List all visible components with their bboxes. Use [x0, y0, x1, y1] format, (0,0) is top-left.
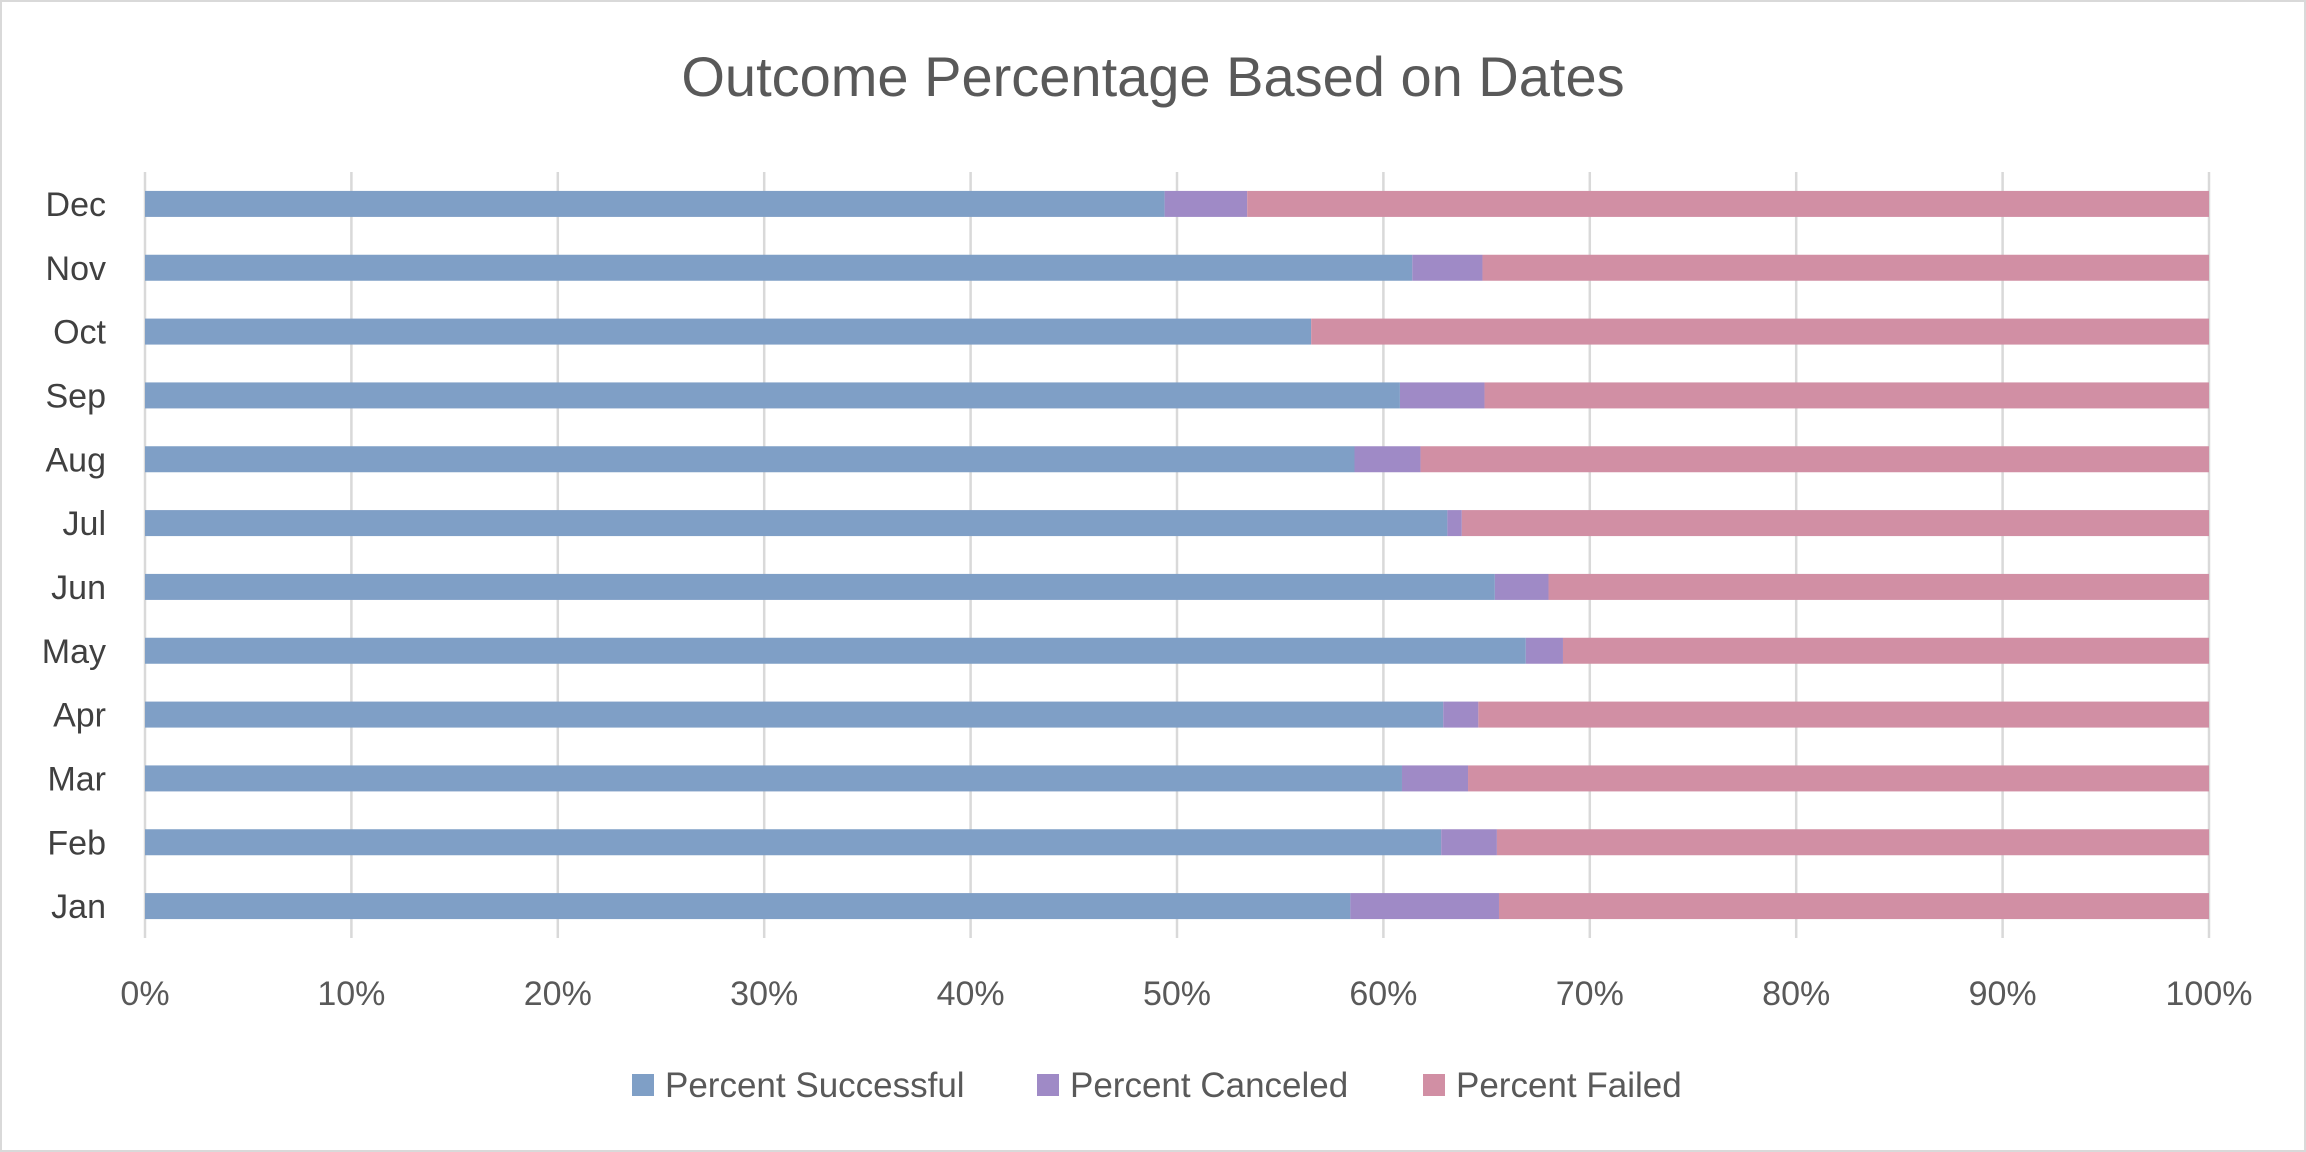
- category-label: Jun: [51, 569, 106, 607]
- bar-segment-aug-series-1: [1354, 446, 1421, 473]
- category-label: Jan: [51, 888, 106, 926]
- bar-segment-feb-series-1: [1441, 829, 1497, 856]
- category-label: Nov: [46, 250, 106, 288]
- category-label: Apr: [53, 697, 106, 735]
- legend-swatch: [1423, 1074, 1445, 1096]
- category-label: Dec: [46, 186, 106, 224]
- bar-segment-mar-series-2: [1468, 765, 2209, 792]
- category-label: Jul: [63, 505, 106, 543]
- category-label: Feb: [47, 824, 106, 862]
- bar-segment-jan-series-2: [1498, 893, 2209, 920]
- bar-segment-dec-series-2: [1247, 190, 2209, 217]
- category-label: May: [42, 633, 106, 671]
- legend-swatch: [632, 1074, 654, 1096]
- bar-segment-nov-series-0: [145, 254, 1413, 281]
- bar-segment-aug-series-2: [1420, 446, 2209, 473]
- bar-segment-apr-series-0: [145, 701, 1444, 728]
- category-label: Oct: [53, 314, 106, 352]
- x-tick-label: 30%: [730, 975, 798, 1013]
- category-label: Sep: [46, 377, 107, 415]
- bar-segment-sep-series-2: [1484, 382, 2209, 409]
- bar-segment-feb-series-2: [1496, 829, 2209, 856]
- bar-segment-sep-series-0: [145, 382, 1400, 409]
- bar-segment-nov-series-2: [1482, 254, 2209, 281]
- bar-segment-dec-series-0: [145, 190, 1165, 217]
- bar-segment-jul-series-2: [1461, 510, 2209, 537]
- chart-title: Outcome Percentage Based on Dates: [681, 45, 1624, 108]
- category-label: Mar: [47, 760, 106, 798]
- bar-segment-jan-series-0: [145, 893, 1351, 920]
- bar-segment-may-series-1: [1525, 637, 1563, 664]
- legend-label: Percent Canceled: [1070, 1066, 1348, 1105]
- bar-segment-dec-series-1: [1164, 190, 1248, 217]
- bar-segment-sep-series-1: [1399, 382, 1485, 409]
- legend-label: Percent Failed: [1456, 1066, 1682, 1105]
- bar-segment-jun-series-2: [1548, 573, 2209, 600]
- x-tick-label: 50%: [1143, 975, 1211, 1013]
- bar-segment-oct-series-0: [145, 318, 1312, 345]
- bar-segment-nov-series-1: [1412, 254, 1483, 281]
- bar-segment-may-series-0: [145, 637, 1526, 664]
- x-tick-label: 80%: [1762, 975, 1830, 1013]
- bar-segment-feb-series-0: [145, 829, 1442, 856]
- bar-segment-jun-series-0: [145, 573, 1495, 600]
- bar-segment-jan-series-1: [1350, 893, 1499, 920]
- bars: [145, 190, 2209, 920]
- bar-segment-oct-series-2: [1311, 318, 2209, 345]
- bar-segment-jul-series-1: [1447, 510, 1462, 537]
- bar-segment-may-series-2: [1562, 637, 2209, 664]
- gridlines: [143, 172, 2211, 938]
- bar-segment-mar-series-0: [145, 765, 1402, 792]
- legend-swatch: [1037, 1074, 1059, 1096]
- x-tick-label: 70%: [1556, 975, 1624, 1013]
- category-axis-labels: Jan Feb Mar Apr May Jun Jul Aug Sep Oct Nov Dec: [42, 186, 107, 926]
- x-tick-label: 10%: [317, 975, 385, 1013]
- bar-segment-apr-series-1: [1443, 701, 1479, 728]
- bar-segment-jun-series-1: [1494, 573, 1549, 600]
- x-tick-label: 90%: [1969, 975, 2037, 1013]
- legend: Percent Successful Percent Canceled Percen…: [632, 1066, 1682, 1105]
- bar-segment-aug-series-0: [145, 446, 1355, 473]
- bar-segment-mar-series-1: [1401, 765, 1469, 792]
- value-axis-tick-labels: 0% 10% 20% 30% 40% 50% 60% 70% 80% 90% 100%: [120, 975, 2252, 1013]
- bar-segment-apr-series-2: [1478, 701, 2209, 728]
- x-tick-label: 60%: [1349, 975, 1417, 1013]
- bar-segment-jul-series-0: [145, 510, 1448, 537]
- legend-label: Percent Successful: [665, 1066, 965, 1105]
- x-tick-label: 20%: [524, 975, 592, 1013]
- x-tick-label: 100%: [2166, 975, 2253, 1013]
- x-tick-label: 0%: [120, 975, 169, 1013]
- category-label: Aug: [46, 441, 107, 479]
- x-tick-label: 40%: [937, 975, 1005, 1013]
